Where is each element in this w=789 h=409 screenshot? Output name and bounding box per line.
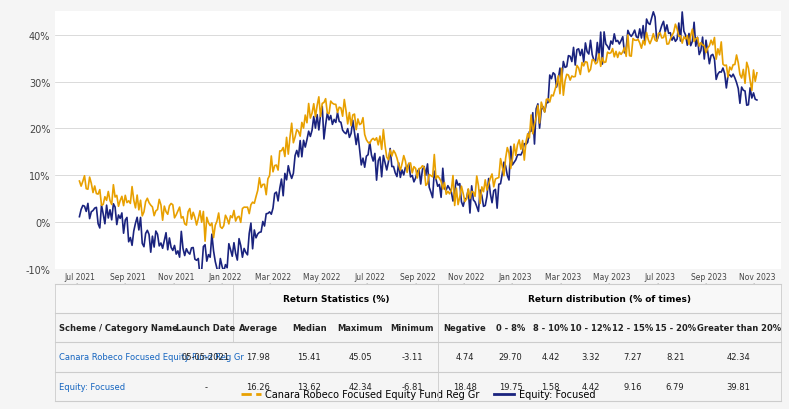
- Bar: [55, 284, 781, 313]
- Text: Equity: Focused: Equity: Focused: [59, 382, 125, 391]
- Text: 18.48: 18.48: [453, 382, 477, 391]
- Text: 42.34: 42.34: [727, 353, 750, 362]
- Text: Maximum: Maximum: [338, 324, 383, 333]
- Text: -6.81: -6.81: [401, 382, 423, 391]
- Legend: Canara Robeco Focused Equity Fund Reg Gr, Equity: Focused: Canara Robeco Focused Equity Fund Reg Gr…: [237, 385, 599, 403]
- Text: 4.74: 4.74: [455, 353, 474, 362]
- Text: 0 - 8%: 0 - 8%: [496, 324, 525, 333]
- Text: -3.11: -3.11: [402, 353, 423, 362]
- Text: 4.42: 4.42: [541, 353, 560, 362]
- Text: 42.34: 42.34: [348, 382, 372, 391]
- Text: 15.41: 15.41: [297, 353, 321, 362]
- Text: 15 - 20%: 15 - 20%: [655, 324, 696, 333]
- Text: Greater than 20%: Greater than 20%: [697, 324, 780, 333]
- Text: 16.26: 16.26: [246, 382, 271, 391]
- Text: Return distribution (% of times): Return distribution (% of times): [529, 294, 691, 303]
- Text: Minimum: Minimum: [391, 324, 434, 333]
- Text: -: -: [204, 382, 208, 391]
- Text: Negative: Negative: [443, 324, 486, 333]
- Text: 17.98: 17.98: [246, 353, 271, 362]
- Text: 8.21: 8.21: [666, 353, 684, 362]
- Text: 7.27: 7.27: [623, 353, 641, 362]
- Text: 10 - 12%: 10 - 12%: [570, 324, 611, 333]
- Text: 13.62: 13.62: [297, 382, 321, 391]
- Text: 45.05: 45.05: [348, 353, 372, 362]
- Text: 19.75: 19.75: [499, 382, 522, 391]
- Text: Median: Median: [292, 324, 327, 333]
- Text: 05-05-2021: 05-05-2021: [181, 353, 230, 362]
- Text: 3.32: 3.32: [581, 353, 600, 362]
- Text: 4.42: 4.42: [581, 382, 600, 391]
- Text: 39.81: 39.81: [727, 382, 750, 391]
- Text: Average: Average: [239, 324, 278, 333]
- Text: Launch Date: Launch Date: [176, 324, 235, 333]
- Text: 12 - 15%: 12 - 15%: [611, 324, 653, 333]
- Text: 9.16: 9.16: [623, 382, 641, 391]
- Text: 1.58: 1.58: [541, 382, 560, 391]
- Text: 29.70: 29.70: [499, 353, 522, 362]
- Text: 6.79: 6.79: [666, 382, 684, 391]
- Text: Canara Robeco Focused Equity Fund Reg Gr: Canara Robeco Focused Equity Fund Reg Gr: [59, 353, 244, 362]
- Text: 8 - 10%: 8 - 10%: [533, 324, 568, 333]
- Text: Return Statistics (%): Return Statistics (%): [282, 294, 389, 303]
- Text: Scheme / Category Name: Scheme / Category Name: [59, 324, 178, 333]
